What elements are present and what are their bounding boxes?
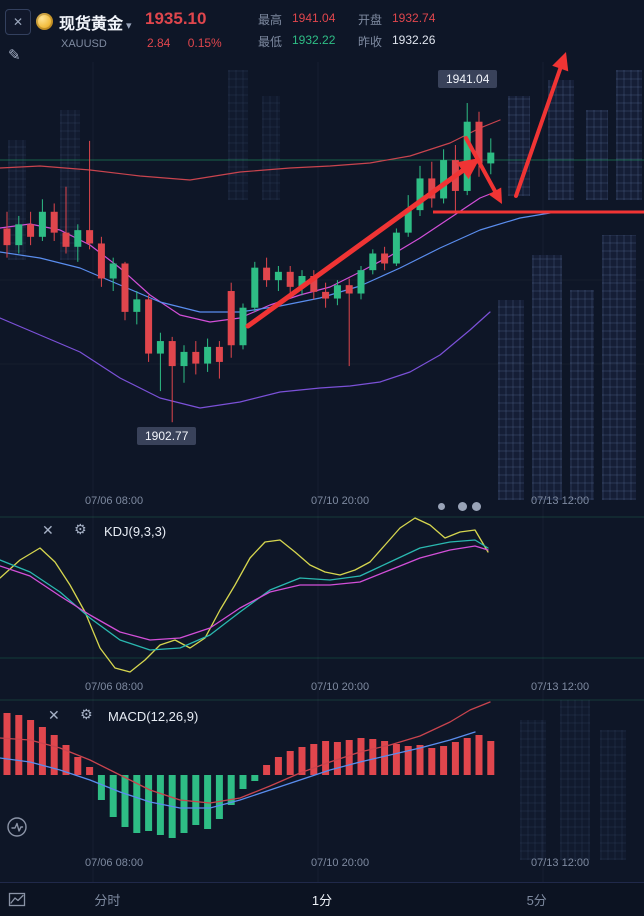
axis-label: 07/06 08:00 [85, 681, 144, 693]
stat-prevclose-value: 1932.26 [392, 33, 436, 47]
symbol-code: XAUUSD [61, 38, 107, 50]
low-price-box: 1902.77 [137, 427, 197, 445]
symbol-selector[interactable]: 现货黄金 ▾ [59, 10, 132, 34]
macd-settings-gear-icon[interactable]: ⚙ [80, 706, 93, 722]
macd-close-icon[interactable]: ✕ [48, 707, 60, 723]
stat-low-label: 最低 [258, 35, 283, 49]
gold-coin-icon [36, 13, 53, 30]
skyline-decoration [532, 255, 562, 500]
macd-time-axis: 07/06 08:00 07/10 20:00 07/13 12:00 [0, 857, 644, 871]
skyline-decoration [228, 70, 248, 200]
price-change-row: 2.84 0.15% [147, 36, 222, 50]
kdj-title: KDJ(9,3,3) [104, 524, 167, 539]
stat-open-value: 1932.74 [392, 11, 436, 25]
high-price-box: 1941.04 [438, 70, 498, 88]
skyline-decoration [560, 700, 590, 860]
axis-label: 07/10 20:00 [311, 857, 370, 869]
axis-label: 07/13 12:00 [531, 495, 590, 507]
close-icon[interactable]: ✕ [5, 9, 31, 35]
skyline-decoration [570, 290, 594, 500]
price-change: 2.84 [147, 36, 171, 50]
kdj-time-axis: 07/06 08:00 07/10 20:00 07/13 12:00 [0, 681, 644, 695]
tab-1min[interactable]: 1分 [311, 893, 333, 908]
macd-title: MACD(12,26,9) [108, 709, 199, 724]
pager-dot[interactable] [438, 503, 445, 510]
stat-high-value: 1941.04 [292, 11, 336, 25]
kdj-close-icon[interactable]: ✕ [42, 522, 54, 538]
axis-label: 07/06 08:00 [85, 495, 144, 507]
skyline-decoration [548, 80, 574, 200]
stat-prevclose-label: 昨收 [358, 35, 383, 49]
tab-5min[interactable]: 5分 [526, 893, 547, 908]
skyline-decoration [586, 110, 608, 200]
stat-open-label: 开盘 [358, 13, 383, 27]
last-price: 1935.10 [145, 9, 207, 28]
stat-high-label: 最高 [258, 13, 283, 27]
timeframe-bar: 分时 1分 5分 [0, 882, 644, 916]
pager-dot[interactable] [472, 502, 481, 511]
price-change-pct: 0.15% [187, 36, 222, 50]
stat-low-value: 1932.22 [292, 33, 336, 47]
chart-style-icon[interactable] [8, 891, 26, 909]
axis-label: 07/13 12:00 [531, 681, 590, 693]
axis-label: 07/10 20:00 [311, 495, 370, 507]
skyline-decoration [60, 110, 80, 260]
kdj-settings-gear-icon[interactable]: ⚙ [74, 521, 87, 537]
pager-dot[interactable] [458, 502, 467, 511]
chevron-down-icon: ▾ [126, 20, 132, 32]
skyline-decoration [600, 730, 626, 860]
symbol-name-label: 现货黄金 [59, 16, 124, 33]
main-time-axis: 07/06 08:00 07/10 20:00 07/13 12:00 [0, 495, 644, 509]
skyline-decoration [602, 235, 636, 500]
skyline-decoration [520, 720, 546, 860]
axis-label: 07/06 08:00 [85, 857, 144, 869]
axis-label: 07/10 20:00 [311, 681, 370, 693]
tab-timeshare[interactable]: 分时 [94, 893, 121, 908]
indicator-icon[interactable] [6, 816, 28, 838]
skyline-decoration [616, 70, 642, 200]
axis-label: 07/13 12:00 [531, 857, 590, 869]
skyline-decoration [498, 300, 524, 500]
skyline-decoration [262, 96, 280, 200]
draw-tool-icon[interactable]: ✎ [8, 47, 21, 64]
